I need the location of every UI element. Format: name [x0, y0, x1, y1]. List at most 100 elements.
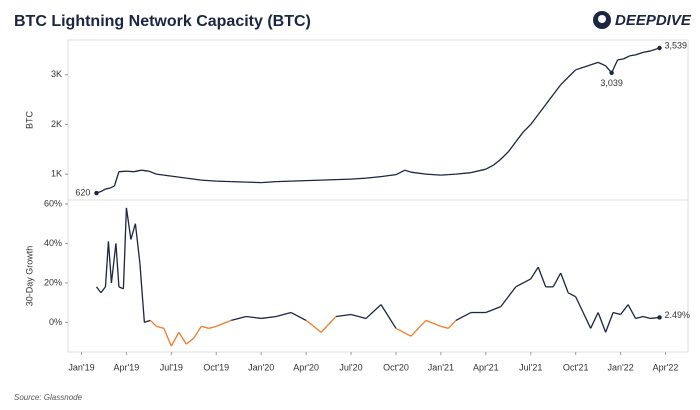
data-label: 3,039 — [600, 78, 623, 88]
line-segment — [395, 327, 412, 337]
line-segment — [208, 325, 217, 329]
line-segment — [148, 170, 157, 175]
line-segment — [185, 337, 195, 345]
x-tick-label: Apr'20 — [293, 362, 319, 372]
line-segment — [627, 304, 637, 319]
line-segment — [365, 175, 382, 179]
line-segment — [500, 286, 517, 307]
x-tick-label: Jul'21 — [519, 362, 542, 372]
line-segment — [118, 286, 124, 290]
line-segment — [582, 312, 592, 329]
line-segment — [156, 325, 165, 329]
line-segment — [380, 304, 397, 329]
line-segment — [617, 58, 624, 61]
line-segment — [623, 55, 630, 60]
line-segment — [201, 325, 209, 329]
x-tick-label: Jan'19 — [68, 362, 94, 372]
line-segment — [605, 312, 614, 333]
y-tick-label: 40% — [44, 238, 62, 248]
line-segment — [275, 311, 292, 318]
line-segment — [100, 188, 106, 193]
line-segment — [115, 243, 120, 287]
line-segment — [231, 315, 247, 322]
line-segment — [201, 179, 217, 182]
line-segment — [552, 272, 562, 288]
line-segment — [611, 59, 619, 74]
data-label: 3,539 — [665, 40, 688, 50]
y-tick-label: 1K — [51, 169, 62, 179]
line-segment — [597, 312, 607, 333]
line-segment — [455, 172, 471, 175]
line-segment — [597, 61, 606, 67]
bottom-panel-frame — [67, 199, 689, 353]
line-segment — [186, 177, 202, 181]
line-segment — [620, 304, 629, 315]
line-segment — [144, 319, 151, 324]
line-segment — [492, 158, 502, 166]
point — [94, 190, 99, 196]
line-segment — [500, 151, 509, 160]
line-segment — [105, 187, 111, 190]
line-segment — [567, 292, 576, 298]
line-segment — [156, 173, 164, 176]
x-tick-label: Jan'21 — [428, 362, 454, 372]
y-tick-label: 3K — [51, 69, 62, 79]
line-segment — [130, 223, 137, 240]
line-segment — [590, 312, 599, 329]
line-segment — [425, 173, 441, 176]
line-segment — [110, 243, 117, 283]
line-segment — [485, 305, 502, 314]
line-segment — [95, 286, 102, 294]
line-segment — [261, 180, 277, 184]
line-segment — [104, 241, 110, 287]
line-segment — [560, 76, 569, 86]
line-segment — [380, 174, 397, 178]
line-segment — [113, 171, 120, 187]
x-tick-label: Jul'20 — [339, 362, 362, 372]
line-segment — [485, 164, 494, 170]
line-segment — [193, 325, 202, 339]
line-segment — [507, 141, 517, 153]
x-tick-label: Apr'21 — [473, 362, 499, 372]
line-segment — [575, 66, 584, 71]
line-segment — [320, 316, 337, 333]
line-segment — [545, 94, 554, 105]
x-tick-label: Oct'19 — [203, 362, 229, 372]
line-segment — [335, 313, 352, 318]
logo-icon-window — [598, 15, 606, 23]
line-segment — [122, 207, 128, 289]
line-segment — [575, 296, 584, 313]
line-segment — [149, 319, 157, 327]
line-segment — [522, 124, 532, 133]
line-segment — [404, 169, 412, 173]
line-segment — [350, 313, 367, 320]
line-segment — [629, 54, 636, 57]
line-segment — [530, 114, 539, 125]
line-segment — [455, 311, 472, 321]
line-segment — [582, 64, 591, 68]
line-segment — [133, 169, 142, 173]
line-segment — [107, 241, 113, 283]
line-segment — [171, 175, 179, 178]
line-segment — [246, 315, 262, 320]
line-segment — [305, 319, 322, 333]
line-segment — [170, 331, 180, 347]
line-segment — [125, 207, 132, 240]
line-segment — [410, 171, 427, 175]
line-segment — [351, 177, 367, 180]
line-segment — [365, 304, 382, 319]
line-segment — [163, 328, 172, 347]
data-label: 620 — [75, 187, 90, 197]
x-tick-label: Jan'22 — [607, 362, 633, 372]
line-segment — [560, 272, 569, 294]
x-tick-label: Jul'19 — [160, 362, 183, 372]
line-segment — [470, 168, 486, 174]
line-segment — [590, 61, 599, 66]
line-segment — [635, 51, 644, 56]
line-segment — [552, 84, 562, 96]
line-segment — [440, 325, 449, 329]
y-tick-label: 0% — [49, 317, 62, 327]
brand: DEEPDIVE — [615, 12, 692, 29]
line-segment — [141, 169, 149, 172]
